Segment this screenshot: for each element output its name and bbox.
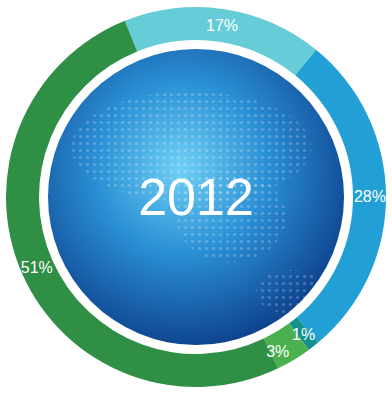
data-labels: 17% 28% 1%3% 51%: [21, 17, 386, 360]
globe-body: [48, 49, 344, 345]
slice: [295, 50, 386, 343]
globe-land: [71, 92, 326, 314]
globe: [48, 49, 344, 345]
slice: [6, 21, 278, 387]
chart-svg: 2012 17% 28% 1%3% 51%: [0, 0, 392, 395]
slices: [6, 7, 386, 387]
data-label: 51%: [21, 259, 53, 276]
chart-container: 2012 17% 28% 1%3% 51%: [0, 0, 392, 395]
data-label: 17%: [206, 17, 238, 34]
chart-title: 2012: [138, 168, 254, 226]
data-label: 1%: [292, 326, 315, 343]
slice: [125, 7, 316, 75]
data-label: 3%: [266, 343, 289, 360]
data-label: 28%: [354, 188, 386, 205]
